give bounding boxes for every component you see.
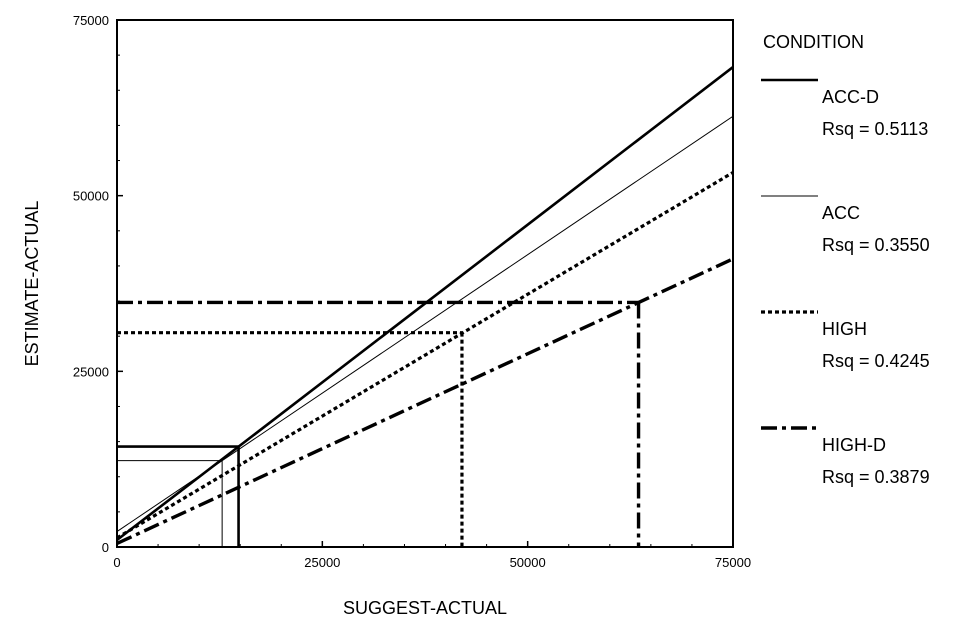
plot-frame — [116, 19, 734, 548]
x-axis-title: SUGGEST-ACTUAL — [343, 598, 507, 618]
y-tick-label: 0 — [102, 540, 109, 555]
legend-rsq-acc: Rsq = 0.3550 — [822, 235, 930, 255]
y-tick-label: 75000 — [73, 13, 109, 28]
x-tick-label: 75000 — [715, 555, 751, 570]
series-line-high-d — [116, 257, 734, 546]
series-line-acc — [116, 115, 734, 532]
legend-label-high-d: HIGH-D — [822, 435, 886, 455]
legend-label-acc: ACC — [822, 203, 860, 223]
series-line-high — [116, 171, 734, 540]
legend: CONDITION ACC-D Rsq = 0.5113 ACC Rsq = 0.35… — [761, 32, 930, 487]
x-tick-label: 25000 — [304, 555, 340, 570]
y-axis-title: ESTIMATE-ACTUAL — [22, 201, 42, 367]
legend-label-acc-d: ACC-D — [822, 87, 879, 107]
series-line-acc-d — [116, 66, 734, 542]
guide-lines — [117, 300, 641, 547]
legend-rsq-high-d: Rsq = 0.3879 — [822, 467, 930, 487]
legend-rsq-acc-d: Rsq = 0.5113 — [822, 119, 928, 139]
regression-lines — [116, 66, 734, 546]
legend-title: CONDITION — [763, 32, 864, 52]
y-tick-label: 50000 — [73, 189, 109, 204]
x-tick-label: 50000 — [510, 555, 546, 570]
legend-rsq-high: Rsq = 0.4245 — [822, 351, 930, 371]
y-tick-label: 25000 — [73, 364, 109, 379]
legend-label-high: HIGH — [822, 319, 867, 339]
x-tick-label: 0 — [113, 555, 120, 570]
axis-ticks: 0 25000 50000 75000 0 25000 50000 75000 — [73, 13, 751, 570]
